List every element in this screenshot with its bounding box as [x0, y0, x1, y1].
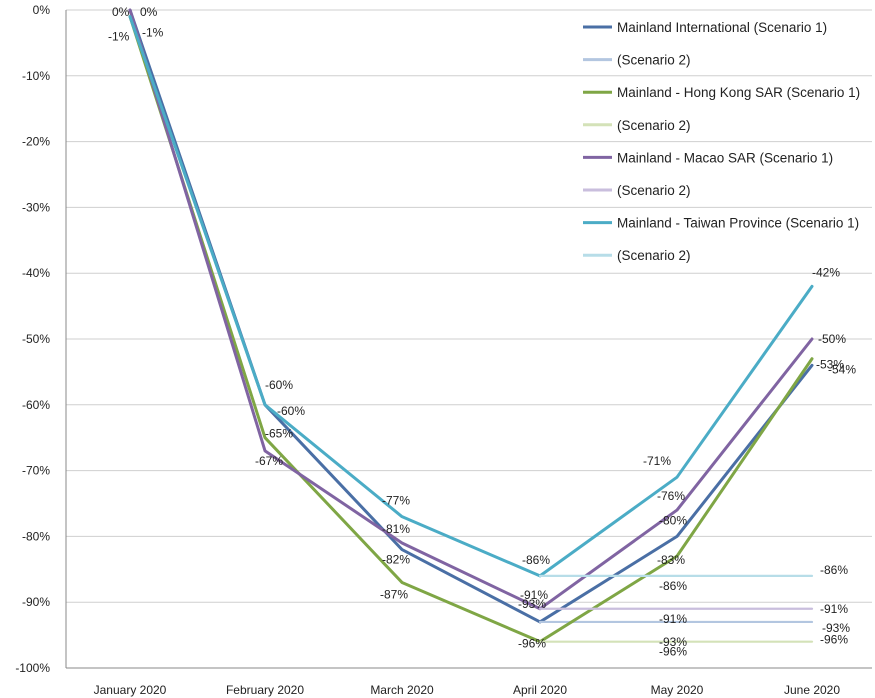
y-tick-label: -40% — [22, 266, 50, 280]
y-tick-label: -70% — [22, 464, 50, 478]
data-label: -81% — [382, 522, 410, 536]
data-label: -71% — [643, 454, 671, 468]
data-label: -83% — [657, 553, 685, 567]
legend-label: Mainland - Taiwan Province (Scenario 1) — [617, 216, 859, 231]
gridlines — [66, 9, 872, 669]
data-label: -80% — [659, 513, 687, 527]
data-label: -96% — [659, 645, 687, 659]
y-tick-label: -90% — [22, 595, 50, 609]
legend-label: (Scenario 2) — [617, 183, 691, 198]
series-line — [128, 15, 814, 578]
x-tick-label: June 2020 — [784, 683, 840, 697]
data-label: -86% — [820, 563, 848, 577]
data-label: -91% — [820, 602, 848, 616]
series-line — [128, 8, 814, 624]
data-label: 0% — [140, 5, 158, 19]
y-tick-label: -30% — [22, 200, 50, 214]
y-tick-label: -100% — [15, 661, 50, 675]
data-label: -93% — [659, 635, 687, 649]
series-line — [128, 15, 814, 644]
data-label: -60% — [265, 378, 293, 392]
data-label: 0% — [112, 5, 130, 19]
data-label: -82% — [382, 553, 410, 567]
legend-label: Mainland International (Scenario 1) — [617, 20, 827, 35]
data-label: -54% — [828, 362, 856, 376]
y-tick-label: -60% — [22, 398, 50, 412]
data-label: -93% — [822, 621, 850, 635]
series-lines — [128, 8, 814, 644]
data-label: -87% — [380, 587, 408, 601]
data-label: -1% — [142, 26, 164, 40]
legend-label: Mainland - Macao SAR (Scenario 1) — [617, 150, 833, 165]
data-label: -76% — [657, 489, 685, 503]
data-label: -86% — [522, 553, 550, 567]
data-label: -93% — [518, 597, 546, 611]
data-label: -77% — [382, 494, 410, 508]
data-label: -91% — [659, 612, 687, 626]
legend-label: (Scenario 2) — [617, 53, 691, 68]
data-label: -67% — [255, 454, 283, 468]
data-label: -42% — [812, 265, 840, 279]
y-tick-label: -20% — [22, 135, 50, 149]
y-tick-label: -10% — [22, 69, 50, 83]
y-tick-label: -50% — [22, 332, 50, 346]
x-tick-label: January 2020 — [94, 683, 167, 697]
data-label: -65% — [265, 427, 293, 441]
data-label: -91% — [520, 588, 548, 602]
y-tick-label: 0% — [33, 3, 51, 17]
data-label: -86% — [659, 579, 687, 593]
data-label: -96% — [518, 637, 546, 651]
data-label: -1% — [108, 30, 130, 44]
series-line — [128, 8, 814, 611]
x-axis: January 2020 February 2020 March 2020 April… — [94, 683, 841, 697]
legend: Mainland International (Scenario 1) (Scen… — [583, 20, 860, 263]
data-label: -53% — [816, 358, 844, 372]
data-label: -60% — [277, 404, 305, 418]
x-tick-label: March 2020 — [370, 683, 434, 697]
x-tick-label: May 2020 — [651, 683, 704, 697]
data-label: -96% — [820, 633, 848, 647]
y-tick-label: -80% — [22, 529, 50, 543]
x-tick-label: February 2020 — [226, 683, 304, 697]
legend-label: Mainland - Hong Kong SAR (Scenario 1) — [617, 85, 860, 100]
y-axis: 0% -10% -20% -30% -40% -50% -60% -70% -80% -90% -1… — [15, 3, 67, 675]
x-tick-label: April 2020 — [513, 683, 567, 697]
data-labels: 0% -60% -82% -93% -80% -54% -93% -93% -1% -65% -87… — [108, 5, 856, 659]
legend-label: (Scenario 2) — [617, 118, 691, 133]
legend-label: (Scenario 2) — [617, 248, 691, 263]
data-label: -50% — [818, 332, 846, 346]
